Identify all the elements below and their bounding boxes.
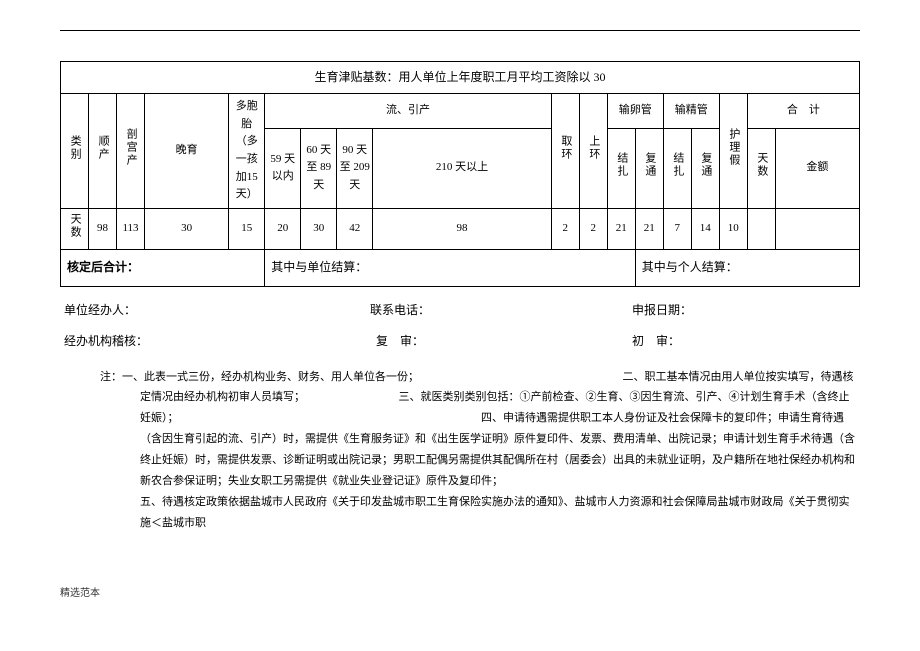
sig-date: 申报日期： — [512, 301, 856, 318]
sig-review: 复 审： — [288, 332, 512, 349]
val-heji-jine — [775, 208, 859, 250]
col-d60: 60 天至 89 天 — [301, 128, 337, 208]
notes-text: 一、此表一式三份，经办机构业务、财务、用人单位各一份； 二、职工基本情况由用人单… — [122, 371, 855, 529]
val-hulijia: 10 — [719, 208, 747, 250]
footer-text: 精选范本 — [60, 584, 860, 599]
col-futong1: 复通 — [635, 128, 663, 208]
allowance-table: 生育津贴基数：用人单位上年度职工月平均工资除以 30 类别 顺产 剖宫产 晚育 … — [60, 61, 860, 287]
sig-audit: 经办机构稽核： — [64, 332, 288, 349]
val-jieza2: 7 — [663, 208, 691, 250]
settle-total-label: 核定后合计： — [61, 250, 265, 286]
notes-block: 注：一、此表一式三份，经办机构业务、财务、用人单位各一份； 二、职工基本情况由用… — [60, 359, 860, 534]
col-group-liuyin: 流、引产 — [265, 94, 552, 128]
val-d60: 30 — [301, 208, 337, 250]
val-heji-tian — [747, 208, 775, 250]
col-group-heji: 合 计 — [747, 94, 859, 128]
col-heji-tian: 天数 — [747, 128, 775, 208]
col-group-shuluan: 输卵管 — [607, 94, 663, 128]
col-shanghuan: 上环 — [579, 94, 607, 209]
val-futong2: 14 — [691, 208, 719, 250]
col-group-shujing: 输精管 — [663, 94, 719, 128]
val-d90: 42 — [337, 208, 373, 250]
row-days-label: 天数 — [61, 208, 89, 250]
settle-person: 其中与个人结算： — [635, 250, 859, 286]
col-category: 类别 — [61, 94, 89, 209]
col-d59: 59 天以内 — [265, 128, 301, 208]
val-d210: 98 — [373, 208, 552, 250]
horizontal-rule — [60, 30, 860, 31]
sig-handler: 单位经办人： — [64, 301, 288, 318]
col-d90: 90 天至 209 天 — [337, 128, 373, 208]
col-wanyu: 晚育 — [145, 94, 229, 209]
val-shanghuan: 2 — [579, 208, 607, 250]
col-d210: 210 天以上 — [373, 128, 552, 208]
notes-prefix: 注： — [100, 371, 122, 383]
col-futong2: 复通 — [691, 128, 719, 208]
signature-row-2: 经办机构稽核： 复 审： 初 审： — [60, 332, 860, 349]
col-hulijia: 护理假 — [719, 94, 747, 209]
settle-unit: 其中与单位结算： — [265, 250, 636, 286]
col-shunchan: 顺产 — [89, 94, 117, 209]
val-jieza1: 21 — [607, 208, 635, 250]
val-futong1: 21 — [635, 208, 663, 250]
col-quhuan: 取环 — [551, 94, 579, 209]
val-shunchan: 98 — [89, 208, 117, 250]
col-jieza1: 结扎 — [607, 128, 635, 208]
signature-row-1: 单位经办人： 联系电话： 申报日期： — [60, 301, 860, 318]
val-duotai: 15 — [229, 208, 265, 250]
col-pougong: 剖宫产 — [117, 94, 145, 209]
col-heji-jine: 金额 — [775, 128, 859, 208]
val-pougong: 113 — [117, 208, 145, 250]
val-quhuan: 2 — [551, 208, 579, 250]
sig-initial: 初 审： — [512, 332, 856, 349]
sig-phone: 联系电话： — [288, 301, 512, 318]
col-duotai: 多胞胎（多一孩加15天） — [229, 94, 265, 209]
val-d59: 20 — [265, 208, 301, 250]
col-jieza2: 结扎 — [663, 128, 691, 208]
table-title: 生育津贴基数：用人单位上年度职工月平均工资除以 30 — [61, 62, 860, 94]
val-wanyu: 30 — [145, 208, 229, 250]
